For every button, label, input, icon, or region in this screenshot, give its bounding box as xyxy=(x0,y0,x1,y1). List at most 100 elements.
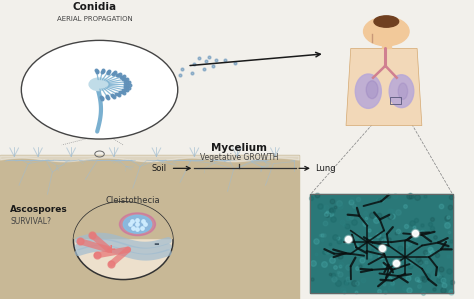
Point xyxy=(387,285,395,290)
Point xyxy=(121,77,129,81)
Point xyxy=(423,274,431,279)
Point xyxy=(371,215,379,219)
Point xyxy=(427,246,434,251)
Bar xyxy=(310,194,453,293)
Point xyxy=(93,253,100,258)
Point xyxy=(127,222,134,227)
Ellipse shape xyxy=(398,83,408,99)
Point xyxy=(392,230,400,235)
Point xyxy=(405,240,413,245)
Point xyxy=(416,262,424,266)
Point xyxy=(334,281,341,286)
Point xyxy=(392,261,400,266)
Text: +: + xyxy=(106,243,117,256)
Text: -: - xyxy=(154,237,159,251)
Point xyxy=(444,216,451,220)
Point xyxy=(419,230,426,235)
Point xyxy=(343,224,351,228)
Point xyxy=(435,270,442,275)
Point xyxy=(375,212,383,217)
Point xyxy=(412,218,420,222)
Point xyxy=(447,239,455,244)
Point xyxy=(419,290,427,295)
Point xyxy=(120,91,128,95)
Point xyxy=(331,205,338,209)
Text: Ascospores: Ascospores xyxy=(10,205,68,214)
Point xyxy=(125,85,133,90)
Point xyxy=(385,280,392,285)
Point xyxy=(359,277,367,282)
Point xyxy=(366,237,374,242)
Point xyxy=(111,69,118,74)
Point xyxy=(358,258,365,263)
Bar xyxy=(0,163,299,299)
Point xyxy=(352,233,360,238)
Point xyxy=(418,276,426,280)
Point xyxy=(126,79,133,84)
Point xyxy=(92,67,100,72)
Point xyxy=(365,227,373,232)
Point xyxy=(411,231,419,236)
Text: Cleistothecia: Cleistothecia xyxy=(105,196,160,205)
Point xyxy=(374,233,382,238)
Text: Conidia: Conidia xyxy=(73,2,117,12)
Point xyxy=(179,66,186,71)
Point xyxy=(118,90,126,95)
Point xyxy=(343,280,350,284)
Bar xyxy=(310,194,453,293)
Ellipse shape xyxy=(389,75,414,108)
Point xyxy=(316,233,324,238)
Point xyxy=(356,264,364,269)
Point xyxy=(336,271,344,276)
Point xyxy=(378,246,385,251)
Ellipse shape xyxy=(374,16,399,27)
Point xyxy=(93,68,100,73)
Point xyxy=(308,277,315,282)
Point xyxy=(318,237,326,242)
Point xyxy=(413,276,420,281)
Point xyxy=(424,268,432,272)
Point xyxy=(354,196,362,201)
Polygon shape xyxy=(346,48,422,126)
Point xyxy=(93,70,100,74)
Point xyxy=(328,208,336,213)
Point xyxy=(396,245,403,250)
Point xyxy=(112,91,120,96)
Point xyxy=(332,265,339,270)
Point xyxy=(404,275,411,280)
Text: AERIAL PROPAGATION: AERIAL PROPAGATION xyxy=(57,16,133,22)
Point xyxy=(331,234,339,239)
Point xyxy=(425,266,433,271)
Text: SURVIVAL?: SURVIVAL? xyxy=(10,217,51,226)
Point xyxy=(427,248,435,252)
Point xyxy=(138,225,146,230)
Point xyxy=(388,281,395,286)
Point xyxy=(126,82,134,87)
Text: Vegetative GROWTH: Vegetative GROWTH xyxy=(200,153,279,162)
Point xyxy=(421,194,428,199)
Point xyxy=(402,224,410,229)
Point xyxy=(117,75,124,80)
Point xyxy=(307,195,315,200)
Point xyxy=(448,280,456,285)
Point xyxy=(123,85,130,90)
Point xyxy=(121,85,128,89)
Point xyxy=(109,71,116,76)
Point xyxy=(340,223,348,228)
Point xyxy=(378,254,385,258)
Point xyxy=(104,69,112,74)
Circle shape xyxy=(119,213,155,236)
Text: Lung: Lung xyxy=(315,164,336,173)
Point xyxy=(134,218,141,222)
Point xyxy=(378,198,385,203)
Point xyxy=(382,290,389,295)
Point xyxy=(361,222,369,227)
Point xyxy=(386,209,394,213)
Point xyxy=(407,261,415,266)
Point xyxy=(421,229,428,234)
Bar xyxy=(73,202,173,238)
Point xyxy=(320,250,328,255)
Point xyxy=(357,241,365,246)
Point xyxy=(113,73,121,78)
Bar xyxy=(382,39,391,48)
